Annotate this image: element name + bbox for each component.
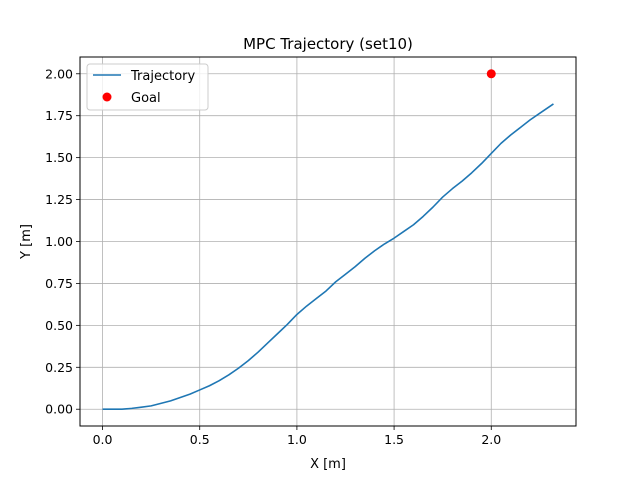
- x-tick-label: 0.0: [93, 432, 113, 447]
- y-tick-label: 0.00: [45, 402, 73, 417]
- trajectory-line: [102, 103, 554, 411]
- x-tick-label: 2.0: [481, 432, 501, 447]
- y-tick-label: 1.75: [45, 108, 73, 123]
- axis-ticks: 0.0 0.5 1.0 1.5 2.0 0.00 0.25 0.50 0.75 1.00 1.25 1…: [45, 66, 501, 447]
- x-tick-label: 0.5: [190, 432, 210, 447]
- y-tick-label: 1.25: [45, 192, 73, 207]
- legend-goal-label: Goal: [131, 91, 161, 106]
- x-axis-label: X [m]: [310, 457, 346, 472]
- y-tick-label: 1.00: [45, 234, 73, 249]
- grid: [80, 57, 576, 426]
- legend-trajectory-label: Trajectory: [130, 69, 195, 84]
- legend: Trajectory Goal: [86, 63, 209, 111]
- x-tick-label: 1.0: [287, 432, 307, 447]
- y-tick-label: 0.25: [45, 360, 73, 375]
- y-tick-label: 1.50: [45, 150, 73, 165]
- y-tick-label: 0.75: [45, 276, 73, 291]
- y-tick-label: 0.50: [45, 318, 73, 333]
- plot-data: [102, 69, 554, 411]
- chart-title: MPC Trajectory (set10): [243, 35, 413, 53]
- x-tick-label: 1.5: [384, 432, 404, 447]
- y-axis-label: Y [m]: [19, 224, 34, 260]
- legend-goal-swatch: [102, 92, 112, 102]
- y-tick-label: 2.00: [45, 66, 73, 81]
- goal-point: [486, 69, 496, 79]
